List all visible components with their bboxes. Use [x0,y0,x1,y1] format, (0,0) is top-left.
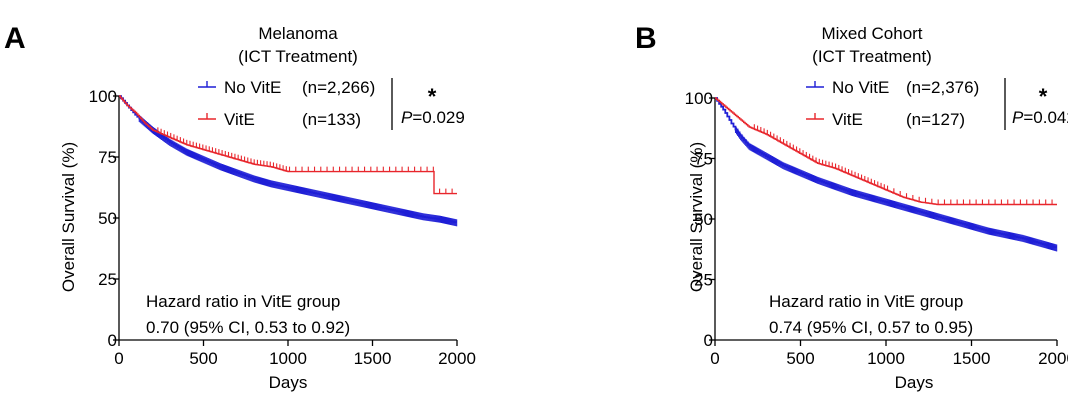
legend-n-vite: (n=127) [906,110,965,129]
x-tick-label: 500 [189,349,217,368]
legend-label-vite: VitE [224,110,255,129]
y-tick-label: 100 [685,89,713,108]
legend-n-no-vite: (n=2,376) [906,78,979,97]
censor-marks [157,127,453,194]
hazard-ratio-value: 0.70 (95% CI, 0.53 to 0.92) [146,318,350,337]
x-tick-label: 1500 [354,349,392,368]
hazard-ratio-value: 0.74 (95% CI, 0.57 to 0.95) [769,318,973,337]
x-tick-label: 2000 [1038,349,1076,368]
significance-star: * [1039,84,1048,109]
y-axis-label: Overall Survival (%) [687,142,706,292]
y-tick-label: 75 [694,150,713,169]
chart-title: Melanoma [258,24,338,43]
y-axis-label: Overall Survival (%) [59,142,78,292]
chart-subtitle: (ICT Treatment) [812,47,932,66]
censor-marks [734,125,1058,252]
x-axis-label: Days [269,373,308,392]
y-tick-label: 75 [98,148,117,167]
series-no-vite [715,97,1058,252]
y-tick-label: 0 [704,331,713,350]
x-axis-label: Days [895,373,934,392]
series-layer [119,95,458,227]
x-tick-label: 0 [114,349,123,368]
chart-subtitle: (ICT Treatment) [238,47,358,66]
legend: No VitE (n=2,266) VitE (n=133) [198,78,375,129]
legend-label-no-vite: No VitE [224,78,281,97]
legend-label-no-vite: No VitE [832,78,889,97]
panel-letter: A [4,22,26,55]
x-tick-label: 2000 [438,349,476,368]
significance-star: * [428,84,437,109]
series-vite [715,97,1057,206]
series-no-vite [119,95,458,227]
chart-title: Mixed Cohort [821,24,922,43]
x-tick-label: 0 [710,349,719,368]
y-tick-label: 50 [98,209,117,228]
censor-marks [753,124,1053,205]
y-tick-label: 100 [89,87,117,106]
p-value-label: P=0.029 [401,108,465,127]
p-value-label: P=0.042 [1012,108,1076,127]
panel-b: B Mixed Cohort (ICT Treatment) Overall S… [635,22,1076,392]
y-tick-label: 0 [108,331,117,350]
series-layer [715,97,1058,252]
legend: No VitE (n=2,376) VitE (n=127) [806,78,979,129]
x-tick-label: 1500 [953,349,991,368]
series-vite [119,95,457,195]
x-tick-label: 1000 [269,349,307,368]
y-tick-label: 50 [694,210,713,229]
legend-n-no-vite: (n=2,266) [302,78,375,97]
survival-curve [715,97,1057,206]
hazard-ratio-label: Hazard ratio in VitE group [146,292,340,311]
legend-n-vite: (n=133) [302,110,361,129]
panel-letter: B [635,22,657,55]
y-tick-label: 25 [694,271,713,290]
x-tick-label: 1000 [867,349,905,368]
legend-label-vite: VitE [832,110,863,129]
y-tick-label: 25 [98,270,117,289]
hazard-ratio-label: Hazard ratio in VitE group [769,292,963,311]
censor-marks [138,114,458,227]
panel-a: A Melanoma (ICT Treatment) Overall Survi… [4,22,476,392]
x-tick-label: 500 [786,349,814,368]
survival-curve [119,95,457,195]
